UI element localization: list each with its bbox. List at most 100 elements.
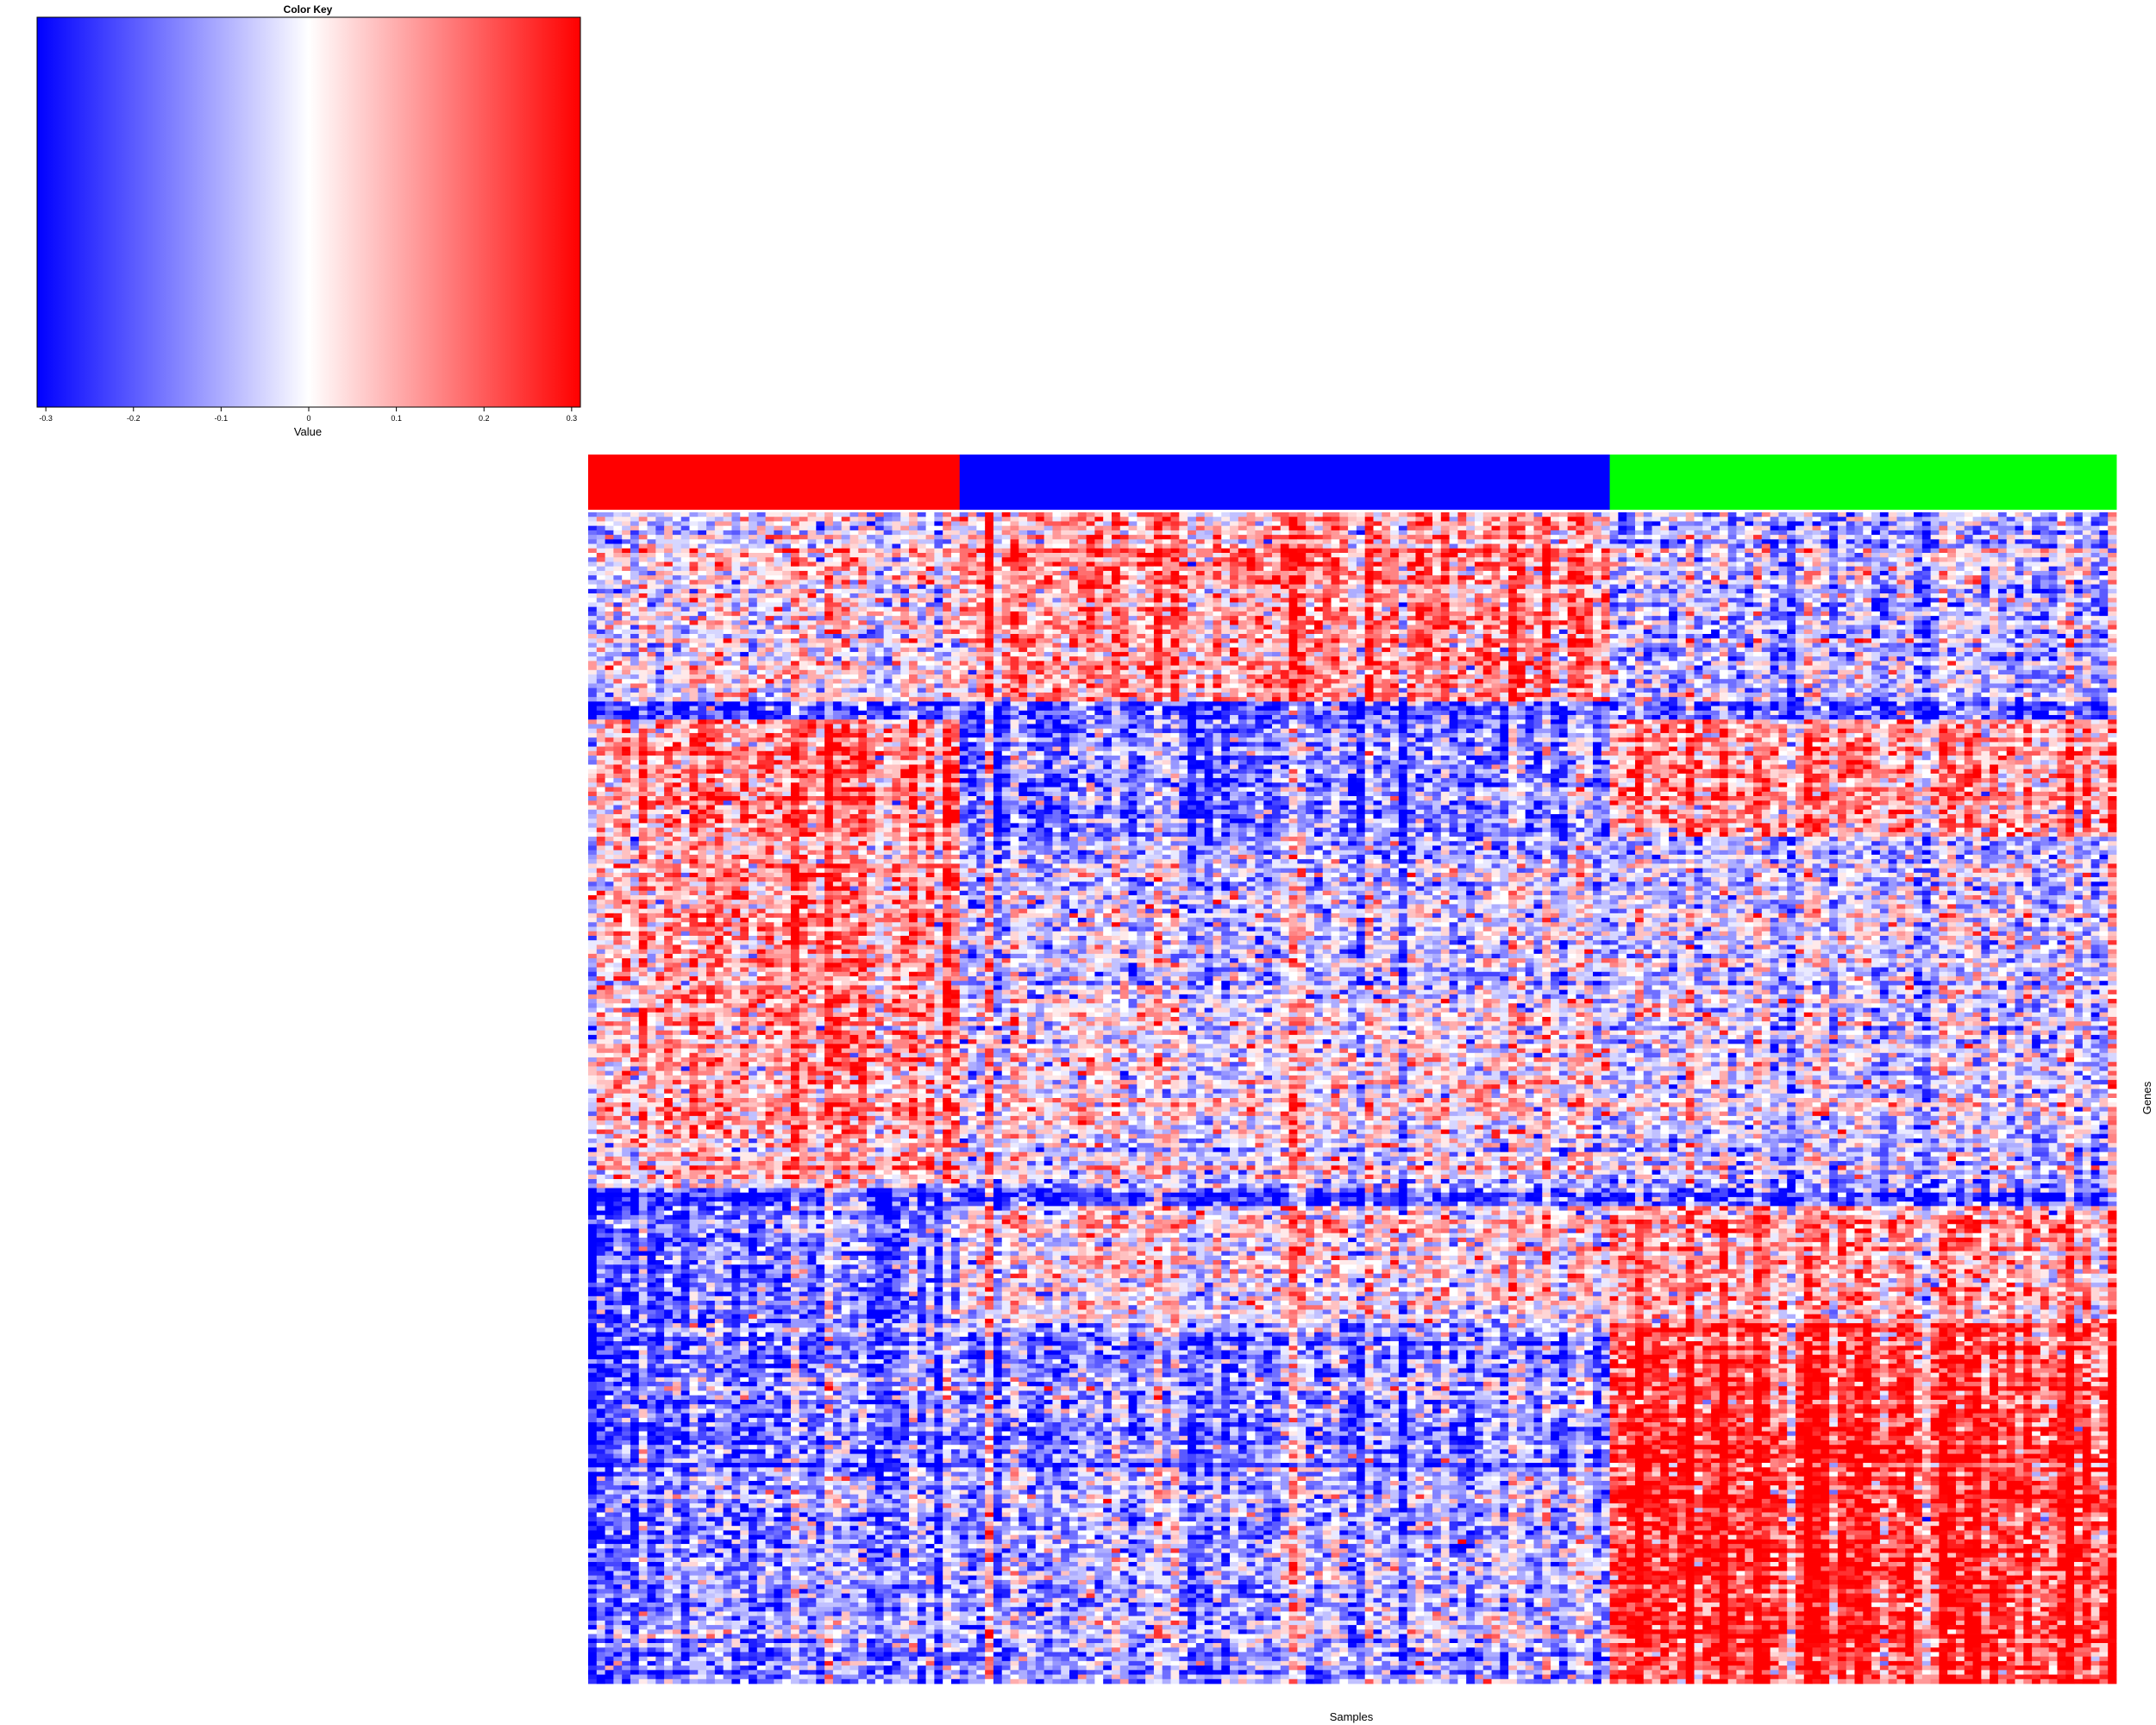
heatmap-cell: [2065, 575, 2074, 580]
heatmap-cell: [681, 521, 690, 526]
heatmap-cell: [774, 553, 782, 558]
heatmap-cell: [766, 571, 783, 576]
heatmap-cell: [1332, 553, 1340, 558]
heatmap-cell: [2007, 557, 2015, 562]
heatmap-cell: [1196, 561, 1205, 567]
heatmap-cell: [1483, 612, 1492, 617]
heatmap-cell: [740, 593, 749, 599]
heatmap-cell: [1213, 638, 1221, 643]
heatmap-cell: [1492, 602, 1501, 607]
heatmap-cell: [816, 643, 824, 648]
heatmap-cell: [1450, 589, 1458, 594]
heatmap-cell: [648, 580, 656, 585]
heatmap-cell: [1154, 535, 1171, 540]
heatmap-cell: [1323, 530, 1332, 536]
heatmap-cell: [1889, 585, 1897, 590]
heatmap-cell: [1838, 612, 1846, 617]
heatmap-cell: [681, 512, 690, 518]
heatmap-cell: [1382, 571, 1399, 576]
heatmap-cell: [1576, 549, 1584, 554]
heatmap-cell: [1171, 553, 1180, 558]
heatmap-cell: [1475, 549, 1483, 554]
heatmap-cell: [605, 553, 614, 558]
heatmap-cell: [1863, 526, 1871, 531]
heatmap-cell: [1695, 535, 1703, 540]
heatmap-cell: [943, 521, 951, 526]
heatmap-cell: [1171, 585, 1180, 590]
heatmap-cell: [2057, 612, 2065, 617]
heatmap-cell: [1669, 607, 1677, 612]
heatmap-cell: [2065, 630, 2074, 635]
heatmap-cell: [1457, 634, 1466, 639]
heatmap-cell: [1424, 521, 1432, 526]
heatmap-cell: [1061, 630, 1069, 635]
heatmap-cell: [1120, 571, 1129, 576]
heatmap-cell: [1382, 561, 1390, 567]
heatmap-cell: [1838, 598, 1846, 603]
heatmap-cell: [976, 630, 985, 635]
heatmap-cell: [960, 521, 968, 526]
heatmap-cell: [774, 535, 782, 540]
heatmap-cell: [1078, 575, 1087, 580]
heatmap-cell: [613, 602, 622, 607]
heatmap-cell: [724, 535, 732, 540]
heatmap-cell: [1871, 638, 1880, 643]
heatmap-cell: [1601, 602, 1610, 607]
heatmap-cell: [1424, 535, 1432, 540]
heatmap-cell: [1087, 580, 1095, 585]
heatmap-cell: [1492, 521, 1501, 526]
heatmap-cell: [951, 549, 960, 554]
heatmap-cell: [1323, 607, 1332, 612]
heatmap-cell: [1230, 607, 1238, 612]
heatmap-cell: [1011, 602, 1019, 607]
heatmap-cell: [1533, 549, 1542, 554]
heatmap-cell: [1762, 544, 1771, 549]
heatmap-cell: [875, 561, 893, 567]
heatmap-cell: [993, 612, 1002, 617]
heatmap-cell: [1695, 521, 1703, 526]
heatmap-cell: [664, 512, 673, 518]
heatmap-cell: [622, 561, 630, 567]
heatmap-cell: [968, 521, 977, 526]
heatmap-cell: [1762, 575, 1771, 580]
heatmap-cell: [1778, 561, 1787, 567]
heatmap-cell: [1332, 549, 1340, 554]
heatmap-cell: [2065, 585, 2074, 590]
heatmap-cell: [1120, 616, 1129, 621]
heatmap-cell: [1188, 580, 1196, 585]
heatmap-cell: [1711, 517, 1720, 522]
heatmap-cell: [1145, 549, 1154, 554]
heatmap-cell: [724, 612, 732, 617]
heatmap-cell: [2083, 557, 2091, 562]
color-key-tick-label: 0: [306, 414, 310, 423]
heatmap-cell: [985, 535, 993, 540]
heatmap-cell: [1415, 517, 1424, 522]
heatmap-cell: [1087, 553, 1095, 558]
heatmap-cell: [1551, 561, 1559, 567]
heatmap-cell: [833, 571, 842, 576]
heatmap-cell: [648, 571, 656, 576]
heatmap-cell: [799, 612, 808, 617]
heatmap-cell: [724, 638, 732, 643]
heatmap-cell: [884, 589, 893, 594]
heatmap-cell: [976, 638, 985, 643]
heatmap-cell: [1981, 526, 1990, 531]
heatmap-cell: [1196, 549, 1213, 554]
heatmap-cell: [1314, 561, 1323, 567]
heatmap-cell: [1526, 561, 1534, 567]
heatmap-cell: [1846, 612, 1855, 617]
heatmap-cell: [1998, 589, 2007, 594]
heatmap-cell: [1533, 526, 1542, 531]
heatmap-cell: [1120, 512, 1129, 518]
heatmap-cell: [1466, 602, 1475, 607]
heatmap-cell: [1120, 612, 1129, 617]
heatmap-cell: [1078, 544, 1087, 549]
heatmap-cell: [1669, 557, 1677, 562]
heatmap-cell: [749, 616, 757, 621]
heatmap-cell: [993, 561, 1002, 567]
heatmap-cell: [1610, 521, 1619, 526]
heatmap-cell: [1787, 607, 1796, 612]
heatmap-cell: [849, 638, 858, 643]
heatmap-cell: [849, 625, 858, 630]
heatmap-cell: [1188, 530, 1196, 536]
